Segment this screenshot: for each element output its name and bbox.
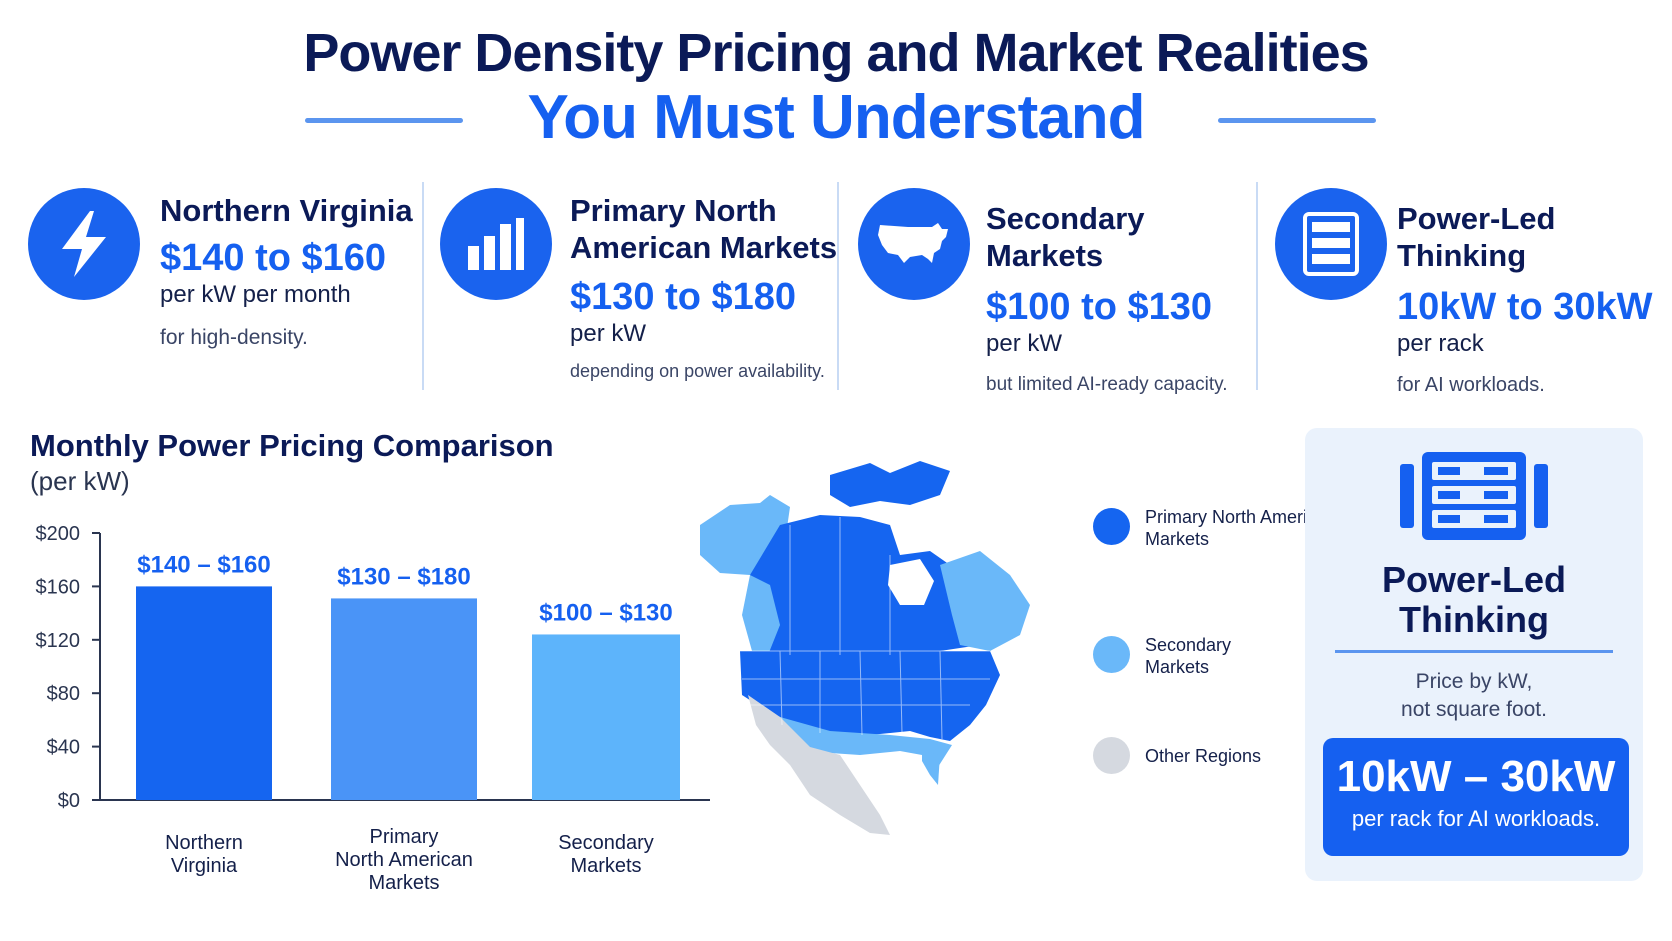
card-power-led-thinking: Power-Led Thinking 10kW to 30kW per rack… [1275, 180, 1665, 396]
map-region-eastern-canada [940, 551, 1030, 651]
map-region-florida [922, 751, 940, 785]
card-title: Northern Virginia [160, 193, 413, 228]
panel-unit: per rack for AI workloads. [1351, 806, 1601, 831]
panel-note: Price by kW, not square foot. [1305, 668, 1643, 724]
card-secondary-markets: Secondary Markets $100 to $130 per kW bu… [858, 180, 1258, 395]
map-region-mexico [748, 695, 890, 835]
power-led-panel: Power-Led Thinking Price by kW, not squa… [1305, 428, 1643, 881]
bar-chart-icon [440, 188, 552, 300]
panel-value-box: 10kW – 30kW per rack for AI workloads. [1323, 738, 1629, 856]
card-note: but limited AI-ready capacity. [986, 374, 1228, 395]
page-title-line2: You Must Understand [527, 83, 1145, 152]
x-tick-label: Northern Virginia [165, 832, 243, 877]
bar [331, 598, 477, 800]
y-tick-label: $0 [58, 790, 80, 812]
card-title: Primary North American Markets [570, 193, 838, 265]
server-rack-icon [1400, 452, 1548, 540]
card-note: depending on power availability. [570, 361, 825, 381]
card-unit: per rack [1397, 330, 1484, 357]
card-value: $100 to $130 [986, 286, 1213, 328]
card-value: $140 to $160 [160, 237, 387, 279]
lightning-bolt-icon [28, 188, 140, 300]
bar [532, 634, 680, 800]
map-region-us-south [780, 717, 952, 767]
legend-dot [1093, 636, 1130, 673]
map-borders [740, 517, 990, 740]
card-title: Power-Led Thinking [1397, 201, 1556, 273]
bar [136, 586, 272, 800]
card-northern-virginia: Northern Virginia $140 to $160 per kW pe… [28, 180, 413, 390]
card-unit: per kW per month [160, 281, 351, 308]
card-divider [837, 182, 839, 390]
y-tick-label: $120 [36, 630, 81, 652]
panel-note-line2: not square foot. [1401, 698, 1547, 721]
server-rack-icon [1275, 188, 1387, 300]
chart-section-subtitle: (per kW) [30, 466, 130, 496]
y-tick-label: $80 [47, 683, 80, 705]
card-primary-markets: Primary North American Markets $130 to $… [440, 180, 840, 390]
card-note: for high-density. [160, 326, 308, 349]
map-region-usa [740, 651, 1000, 741]
legend-dot [1093, 508, 1130, 545]
bar-data-label: $100 – $130 [539, 599, 672, 626]
chart-section-title: Monthly Power Pricing Comparison [30, 428, 554, 463]
page-title-line1: Power Density Pricing and Market Realiti… [303, 23, 1369, 83]
panel-value: 10kW – 30kW [1336, 752, 1616, 801]
title-decor-line-right [1218, 118, 1376, 123]
panel-note-line1: Price by kW, [1415, 670, 1533, 693]
x-tick-label: Primary North American Markets [335, 826, 473, 894]
y-tick-label: $160 [36, 576, 81, 598]
card-note: for AI workloads. [1397, 374, 1545, 396]
bar-data-label: $130 – $180 [337, 563, 470, 590]
bar-data-label: $140 – $160 [137, 551, 270, 578]
card-value: 10kW to 30kW [1397, 286, 1653, 328]
card-unit: per kW [986, 330, 1063, 357]
card-unit: per kW [570, 320, 647, 347]
panel-divider [1335, 650, 1613, 653]
legend-dot [1093, 737, 1130, 774]
card-value: $130 to $180 [570, 276, 797, 318]
map-region-british-columbia [742, 575, 780, 655]
pricing-bar-chart: $0 $40 $80 $120 $160 $200 $140 – $160 $130 – $1… [36, 523, 710, 894]
panel-title: Power-Led Thinking [1381, 559, 1567, 640]
legend-label: Other Regions [1145, 746, 1262, 766]
legend-label: Primary North American Markets [1145, 507, 1337, 549]
y-tick-label: $40 [47, 737, 80, 759]
title-decor-line-left [305, 118, 463, 123]
map-hudson-bay [888, 559, 934, 605]
card-divider [422, 182, 424, 390]
usa-map-icon [858, 188, 970, 300]
card-divider [1256, 182, 1258, 390]
card-title: Secondary Markets [986, 201, 1145, 273]
y-tick-label: $200 [36, 523, 81, 545]
north-america-map [700, 461, 1030, 835]
x-tick-label: Secondary Markets [558, 832, 654, 877]
legend-label: Secondary Markets [1145, 635, 1232, 677]
map-region-arctic-islands [830, 461, 950, 507]
map-region-canada [750, 515, 1010, 655]
